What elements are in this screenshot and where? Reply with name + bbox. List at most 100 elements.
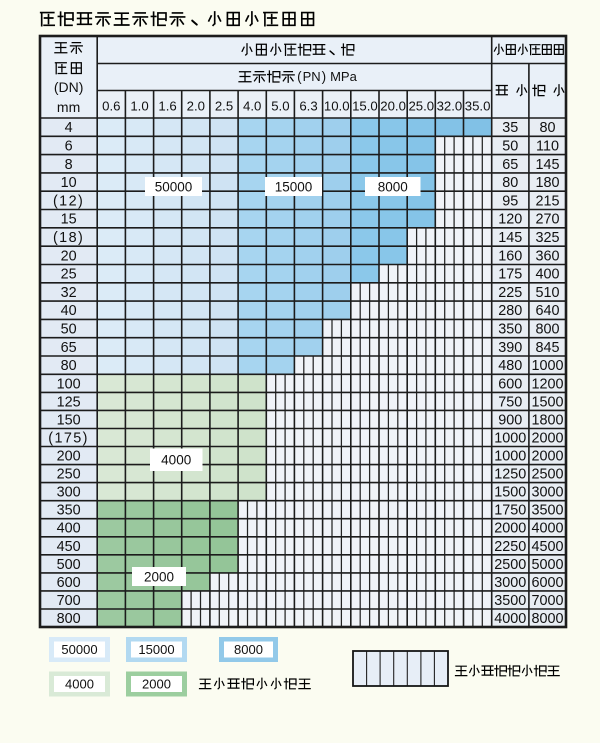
svg-text:4.0: 4.0 [243, 99, 261, 114]
svg-text:1.6: 1.6 [158, 99, 176, 114]
svg-text:700: 700 [57, 593, 81, 609]
svg-text:7000: 7000 [531, 593, 563, 609]
svg-text:750: 750 [498, 394, 522, 410]
svg-text:400: 400 [57, 521, 81, 537]
svg-text:2250: 2250 [494, 539, 526, 555]
svg-text:20.0: 20.0 [380, 99, 406, 114]
svg-text:500: 500 [57, 557, 81, 573]
svg-text:800: 800 [57, 611, 81, 627]
svg-text:2000: 2000 [531, 431, 563, 447]
svg-text:150: 150 [57, 412, 81, 428]
svg-text:MPa: MPa [330, 69, 358, 84]
svg-text:(175): (175) [48, 431, 89, 447]
svg-text:PN: PN [303, 69, 321, 84]
svg-text:35: 35 [502, 120, 518, 136]
svg-text:80: 80 [502, 175, 518, 191]
svg-text:1.0: 1.0 [130, 99, 148, 114]
svg-text:mm: mm [57, 99, 80, 115]
svg-text:225: 225 [498, 285, 522, 301]
svg-text:6: 6 [65, 139, 73, 155]
svg-text:1000: 1000 [531, 358, 563, 374]
svg-text:50: 50 [502, 139, 518, 155]
svg-text:65: 65 [502, 157, 518, 173]
svg-text:32.0: 32.0 [437, 99, 463, 114]
svg-text:80: 80 [539, 120, 555, 136]
svg-text:215: 215 [535, 193, 559, 209]
svg-text:2000: 2000 [144, 569, 174, 584]
svg-text:25: 25 [61, 267, 77, 283]
svg-text:125: 125 [57, 394, 81, 410]
svg-text:3500: 3500 [531, 503, 563, 519]
svg-text:35.0: 35.0 [465, 99, 491, 114]
svg-text:2.0: 2.0 [187, 99, 205, 114]
svg-text:360: 360 [535, 248, 559, 264]
svg-text:50: 50 [61, 322, 77, 338]
svg-text:8000: 8000 [378, 179, 408, 194]
svg-text:40: 40 [61, 303, 77, 319]
svg-text:3500: 3500 [494, 593, 526, 609]
svg-text:2000: 2000 [494, 521, 526, 537]
svg-text:280: 280 [498, 303, 522, 319]
svg-text:(DN): (DN) [54, 79, 84, 95]
svg-text:350: 350 [57, 503, 81, 519]
svg-text:400: 400 [535, 267, 559, 283]
svg-text:65: 65 [61, 340, 77, 356]
svg-text:2500: 2500 [531, 467, 563, 483]
svg-text:180: 180 [535, 175, 559, 191]
svg-text:2500: 2500 [494, 557, 526, 573]
svg-text:8000: 8000 [234, 642, 263, 657]
svg-text:270: 270 [535, 212, 559, 228]
svg-text:50000: 50000 [155, 179, 193, 194]
svg-text:120: 120 [498, 212, 522, 228]
svg-text:(18): (18) [53, 230, 84, 246]
svg-text:600: 600 [498, 376, 522, 392]
svg-text:2.5: 2.5 [215, 99, 233, 114]
svg-text:6000: 6000 [531, 575, 563, 591]
svg-text:450: 450 [57, 539, 81, 555]
svg-text:200: 200 [57, 449, 81, 465]
svg-text:15.0: 15.0 [352, 99, 378, 114]
svg-text:325: 325 [535, 230, 559, 246]
svg-text:600: 600 [57, 575, 81, 591]
svg-text:110: 110 [536, 139, 559, 155]
svg-text:15000: 15000 [275, 179, 313, 194]
svg-text:100: 100 [57, 376, 81, 392]
svg-text:2000: 2000 [142, 677, 171, 692]
svg-text:10.0: 10.0 [324, 99, 350, 114]
svg-text:175: 175 [498, 267, 522, 283]
svg-text:3000: 3000 [494, 575, 526, 591]
svg-text:510: 510 [535, 285, 559, 301]
svg-text:15000: 15000 [138, 642, 174, 657]
svg-text:300: 300 [57, 485, 81, 501]
svg-text:160: 160 [498, 248, 522, 264]
svg-text:4500: 4500 [531, 539, 563, 555]
svg-text:5000: 5000 [531, 557, 563, 573]
svg-text:900: 900 [498, 412, 522, 428]
svg-text:640: 640 [535, 303, 559, 319]
svg-text:4000: 4000 [531, 521, 563, 537]
svg-text:(12): (12) [53, 193, 84, 209]
svg-text:32: 32 [61, 285, 77, 301]
svg-text:10: 10 [61, 175, 77, 191]
svg-text:350: 350 [498, 322, 522, 338]
svg-text:80: 80 [61, 358, 77, 374]
svg-text:145: 145 [535, 157, 559, 173]
svg-text:15: 15 [61, 212, 77, 228]
svg-text:95: 95 [502, 193, 518, 209]
svg-text:1200: 1200 [531, 376, 563, 392]
svg-text:4: 4 [65, 120, 73, 136]
svg-text:5.0: 5.0 [271, 99, 289, 114]
svg-text:1000: 1000 [494, 431, 526, 447]
svg-text:6.3: 6.3 [299, 99, 317, 114]
svg-text:4000: 4000 [494, 611, 526, 627]
svg-text:1500: 1500 [494, 485, 526, 501]
svg-text:145: 145 [498, 230, 522, 246]
svg-text:8000: 8000 [531, 611, 563, 627]
svg-text:20: 20 [61, 248, 77, 264]
svg-text:1800: 1800 [531, 412, 563, 428]
svg-text:390: 390 [498, 340, 522, 356]
svg-text:845: 845 [535, 340, 559, 356]
svg-text:25.0: 25.0 [408, 99, 434, 114]
svg-text:2000: 2000 [531, 449, 563, 465]
svg-text:250: 250 [57, 467, 81, 483]
